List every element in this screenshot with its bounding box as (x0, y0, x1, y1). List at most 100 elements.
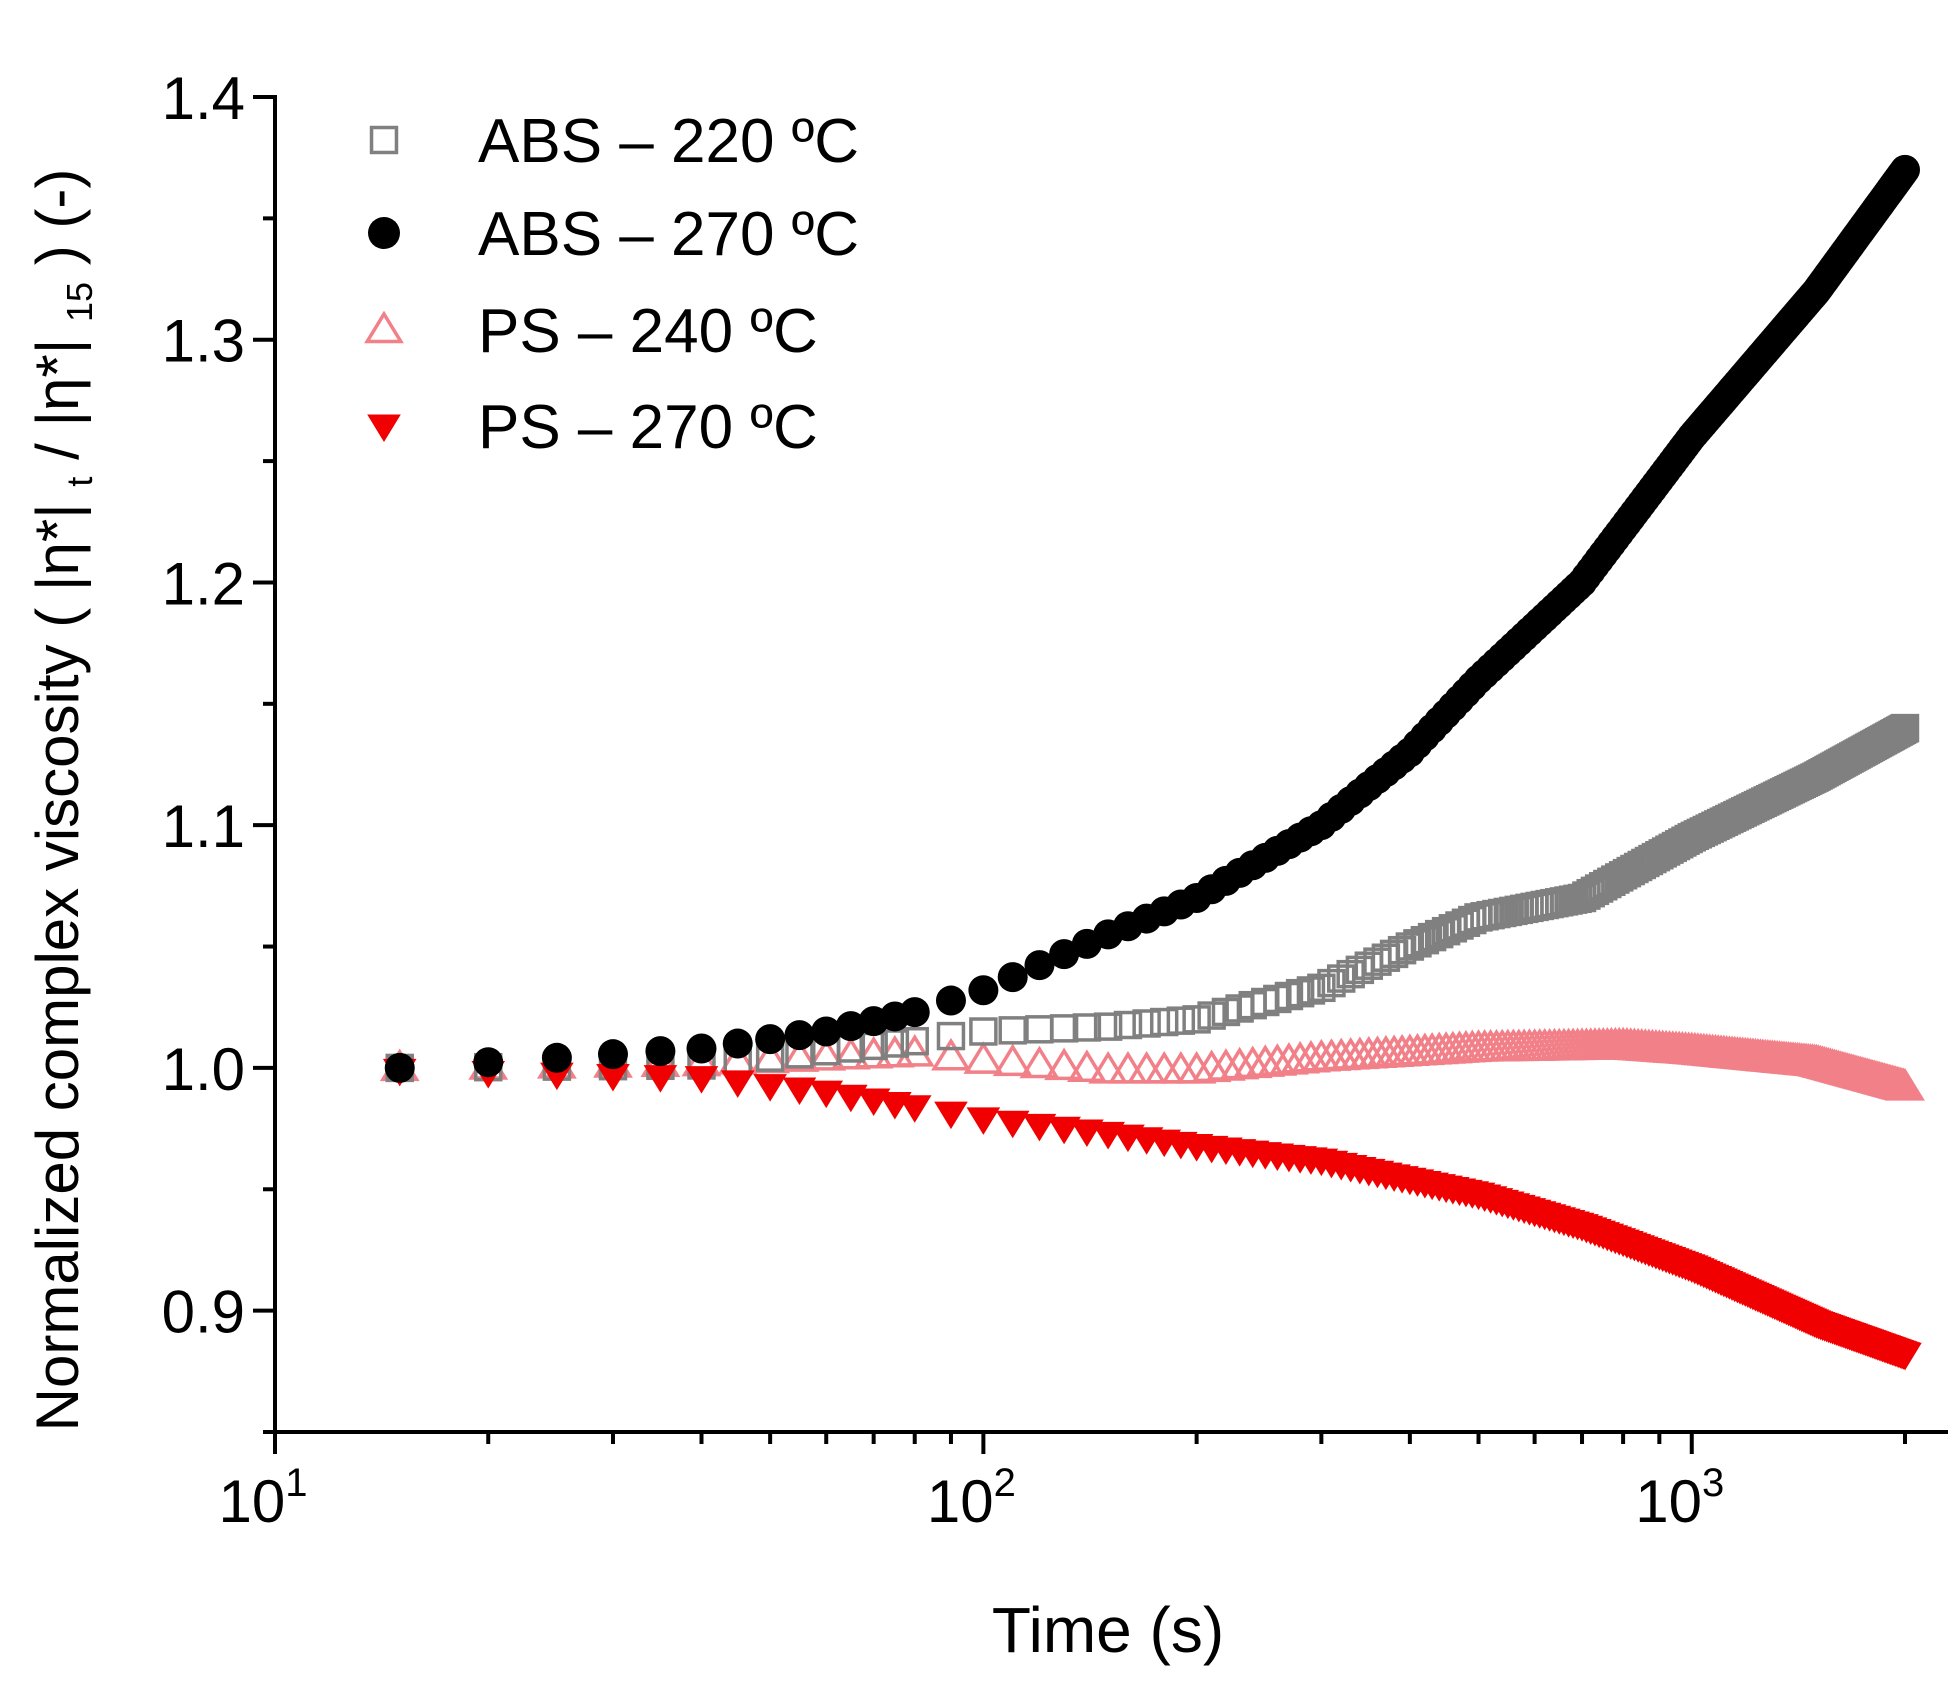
data-point (899, 997, 930, 1028)
y-axis-title-tail: ) (-) (24, 169, 91, 266)
data-point (597, 1039, 628, 1070)
x-tick-label: 103 (1635, 1461, 1724, 1535)
data-point (995, 1110, 1030, 1139)
data-point (755, 1024, 786, 1055)
legend-item: ABS – 270 ºC (368, 200, 859, 269)
data-point (934, 1101, 968, 1130)
data-point (968, 975, 999, 1006)
data-point (1182, 1005, 1211, 1034)
data-point (1049, 1014, 1079, 1043)
axes: 101 102 103 0.91.01.11.21.31.4 (162, 65, 1948, 1535)
legend-item: PS – 270 ºC (367, 393, 818, 462)
y-axis-title-sub-15: 15 (59, 282, 100, 322)
data-point (1047, 1116, 1081, 1145)
data-point (1403, 929, 1432, 958)
data-point (596, 1063, 630, 1092)
data-point (963, 1041, 1004, 1074)
data-point (1088, 1050, 1129, 1084)
data-point (830, 1036, 871, 1070)
data-point (806, 1038, 847, 1071)
data-point (969, 1017, 998, 1046)
y-axis-title-sub-t: t (59, 477, 100, 487)
data-point (1890, 154, 1921, 185)
data-point (720, 1070, 755, 1098)
y-tick-label: 1.0 (162, 1036, 245, 1103)
data-point (1410, 925, 1440, 955)
data-point (686, 1033, 717, 1064)
series-triangle-up-open (379, 1026, 1925, 1101)
data-point (1132, 1009, 1161, 1038)
data-point (1024, 950, 1055, 981)
data-point (753, 1074, 787, 1102)
y-tick-label: 0.9 (162, 1279, 245, 1346)
data-point (1144, 1050, 1185, 1084)
data-point (1888, 1342, 1922, 1371)
series-circle-filled (384, 154, 1921, 1083)
x-tick-label-base: 10 (1635, 1468, 1702, 1535)
data-point (1066, 1049, 1107, 1082)
legend-marker-square-open (369, 125, 399, 155)
data-point (900, 1026, 929, 1056)
legend-item: ABS – 220 ºC (369, 107, 859, 176)
data-point (897, 1095, 932, 1123)
data-point (1890, 713, 1920, 743)
data-point (541, 1042, 572, 1073)
data-point (684, 1066, 719, 1094)
data-point (643, 1065, 678, 1093)
data-point (1307, 973, 1336, 1003)
x-tick-label-exponent: 3 (1702, 1461, 1724, 1505)
data-point (1317, 968, 1346, 998)
data-point (998, 1016, 1027, 1045)
data-point (1387, 935, 1417, 965)
x-tick-label-base: 10 (219, 1468, 286, 1535)
legend-label: ABS – 270 ºC (478, 200, 859, 269)
x-axis-title: Time (s) (992, 1594, 1224, 1666)
legend-label: PS – 270 ºC (478, 393, 818, 462)
data-point (1072, 1013, 1102, 1042)
x-tick-label-base: 10 (927, 1468, 994, 1535)
data-point (936, 1021, 966, 1051)
data-point (1326, 964, 1356, 993)
data-point (1049, 939, 1080, 970)
legend-label: PS – 240 ºC (478, 297, 818, 366)
data-point (782, 1077, 817, 1106)
data-point (1044, 1047, 1085, 1081)
legend-label: ABS – 220 ºC (478, 107, 859, 176)
data-point (1019, 1045, 1060, 1079)
data-point (992, 1043, 1033, 1077)
data-point (1022, 1113, 1057, 1142)
data-point (1336, 959, 1365, 989)
y-axis-title-main: Normalized complex viscosity ( (24, 608, 91, 1432)
data-point (1885, 1067, 1925, 1101)
legend-marker-triangle-up-open (364, 310, 404, 344)
data-point (473, 1047, 504, 1078)
y-tick-label: 1.2 (162, 550, 245, 617)
x-ticks: 101 102 103 (219, 1432, 1908, 1535)
data-point (811, 1016, 842, 1047)
data-point (1166, 1006, 1196, 1035)
y-axis-title-slash: / (24, 443, 91, 460)
data-point (779, 1039, 820, 1072)
series-triangle-down-filled (382, 1058, 1922, 1371)
legend-marker-circle-filled (368, 217, 400, 249)
series-square-open (385, 713, 1920, 1083)
y-axis-title: Normalized complex viscosity ( |η*| t / … (24, 169, 105, 1432)
data-point (1113, 1010, 1143, 1040)
data-point (1296, 976, 1326, 1005)
data-point (935, 985, 966, 1016)
legend-item: PS – 240 ºC (364, 297, 818, 366)
y-ticks: 0.9 1.0 1.1 1.2 1.3 1.4 (162, 65, 275, 1434)
data-point (645, 1036, 676, 1067)
x-tick-label: 101 (219, 1461, 308, 1535)
y-tick-label: 1.3 (162, 308, 245, 375)
y-axis-title-eta-15: |η*| (24, 339, 91, 427)
data-point (809, 1080, 844, 1109)
y-axis-title-eta-t: |η*| (24, 503, 91, 591)
data-point (931, 1037, 971, 1071)
legend: ABS – 220 ºC ABS – 270 ºC PS – 240 ºC PS – … (364, 107, 859, 462)
data-point (722, 1028, 753, 1059)
data-point (1395, 932, 1425, 961)
data-point (966, 1107, 1001, 1135)
data-point (997, 962, 1028, 993)
